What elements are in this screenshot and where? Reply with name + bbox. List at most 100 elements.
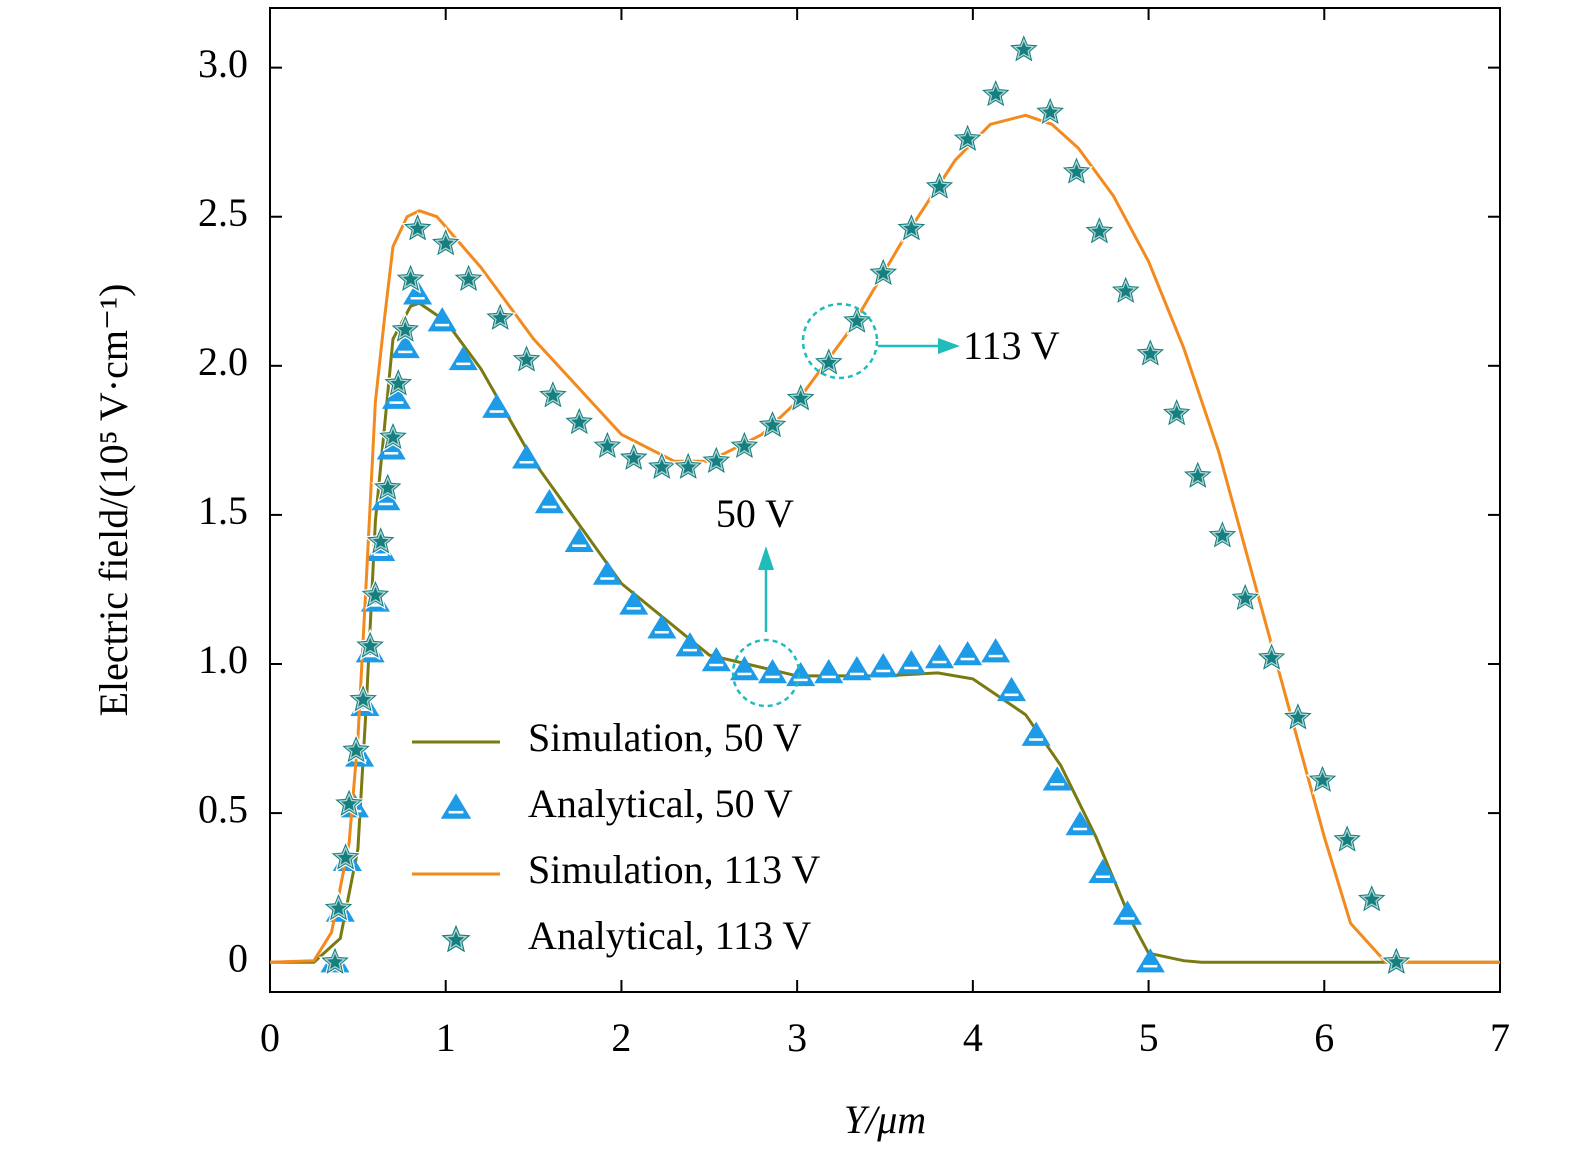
marker-star-outline: [1165, 401, 1188, 423]
marker-star-outline: [900, 217, 923, 239]
marker-star-outline: [334, 846, 357, 868]
marker-star: [783, 381, 818, 413]
marker-star-outline: [677, 455, 700, 477]
marker-star: [1181, 458, 1215, 491]
marker-star-outline: [399, 267, 422, 289]
annotation-circle: [801, 302, 879, 380]
x-tick-label: 4: [963, 1015, 983, 1060]
marker-star: [1033, 94, 1067, 127]
plot-frame: [269, 7, 1501, 993]
legend-label: Simulation, 50 V: [528, 715, 802, 760]
marker-star-outline: [817, 351, 840, 373]
marker-star-outline: [733, 434, 756, 456]
x-axis-label: Y/μm: [844, 1097, 926, 1142]
marker-star: [979, 76, 1013, 109]
marker-triangle: [390, 333, 420, 359]
x-tick-label: 7: [1490, 1015, 1510, 1060]
marker-star: [364, 524, 398, 556]
marker-star: [318, 944, 352, 977]
marker-star-outline: [650, 455, 674, 477]
marker-star: [1082, 214, 1117, 246]
marker-star: [1059, 154, 1094, 187]
annotation-circle: [731, 638, 801, 708]
marker-star-outline: [1335, 828, 1359, 850]
marker-triangle: [1135, 948, 1165, 973]
marker-star: [376, 419, 410, 452]
marker-star-outline: [323, 950, 347, 972]
marker-star: [922, 169, 957, 202]
marker-star-outline: [369, 529, 392, 552]
marker-star: [321, 890, 356, 923]
series-line: [270, 301, 1500, 964]
marker-star-outline: [928, 175, 951, 197]
x-tick-label: 0: [260, 1015, 280, 1060]
marker-star: [483, 300, 517, 333]
marker-star: [840, 303, 874, 336]
marker-star-outline: [406, 216, 429, 239]
marker-star: [1109, 273, 1143, 306]
marker-star-outline: [1139, 342, 1162, 364]
marker-star-outline: [541, 383, 565, 406]
marker-triangle: [814, 658, 844, 684]
marker-star-outline: [1385, 950, 1408, 972]
marker-star-outline: [444, 927, 468, 950]
marker-star: [339, 732, 373, 765]
y-axis-label: Electric field/(10⁵ V·cm⁻¹): [91, 284, 136, 717]
marker-star-outline: [327, 896, 350, 918]
marker-star: [1281, 700, 1315, 732]
marker-triangle: [675, 632, 705, 657]
marker-star-outline: [358, 634, 382, 656]
marker-star: [866, 255, 900, 288]
marker-triangle: [1088, 858, 1118, 883]
annotation-arrowhead: [938, 338, 960, 354]
marker-star: [727, 428, 762, 461]
marker-star-outline: [568, 410, 591, 432]
y-tick-label: 2.0: [198, 339, 248, 384]
y-tick-label: 2.5: [198, 190, 248, 235]
marker-star-outline: [434, 231, 457, 254]
marker-triangle: [953, 641, 983, 666]
marker-star: [328, 840, 363, 873]
marker-star-outline: [789, 386, 812, 409]
marker-star: [371, 470, 405, 503]
marker-star-outline: [515, 348, 538, 370]
marker-star-outline: [872, 261, 895, 283]
marker-star-outline: [984, 82, 1007, 104]
marker-star-outline: [352, 688, 375, 710]
y-tick-label: 1.0: [198, 637, 248, 682]
marker-star-outline: [364, 583, 387, 605]
marker-star-outline: [1311, 768, 1334, 790]
marker-star-outline: [1234, 586, 1257, 608]
marker-star-outline: [1012, 38, 1035, 60]
marker-star: [451, 261, 486, 294]
marker-star: [1355, 882, 1389, 914]
marker-star-outline: [761, 413, 784, 435]
marker-triangle: [868, 653, 898, 678]
marker-star: [1330, 822, 1364, 855]
marker-triangle: [482, 393, 512, 418]
marker-star: [812, 345, 846, 378]
marker-star: [400, 211, 435, 243]
marker-star: [1205, 518, 1240, 550]
marker-star: [346, 682, 380, 714]
y-tick-label: 3.0: [198, 41, 248, 86]
marker-star: [393, 261, 428, 294]
marker-star: [671, 449, 705, 482]
annotation: 113 V: [963, 323, 1060, 368]
annotation: 50 V: [716, 491, 794, 536]
marker-star-outline: [845, 309, 869, 331]
marker-star: [429, 226, 463, 258]
marker-star: [536, 378, 570, 410]
marker-star: [381, 366, 415, 398]
marker-star-outline: [381, 425, 405, 447]
marker-star-outline: [489, 306, 512, 328]
x-tick-label: 3: [787, 1015, 807, 1060]
marker-triangle: [1021, 721, 1051, 746]
marker-star-outline: [622, 446, 645, 468]
marker-star-outline: [1114, 279, 1137, 301]
x-tick-label: 1: [436, 1015, 456, 1060]
marker-star: [358, 577, 393, 610]
marker-star-outline: [705, 449, 728, 471]
marker-star: [617, 440, 651, 473]
